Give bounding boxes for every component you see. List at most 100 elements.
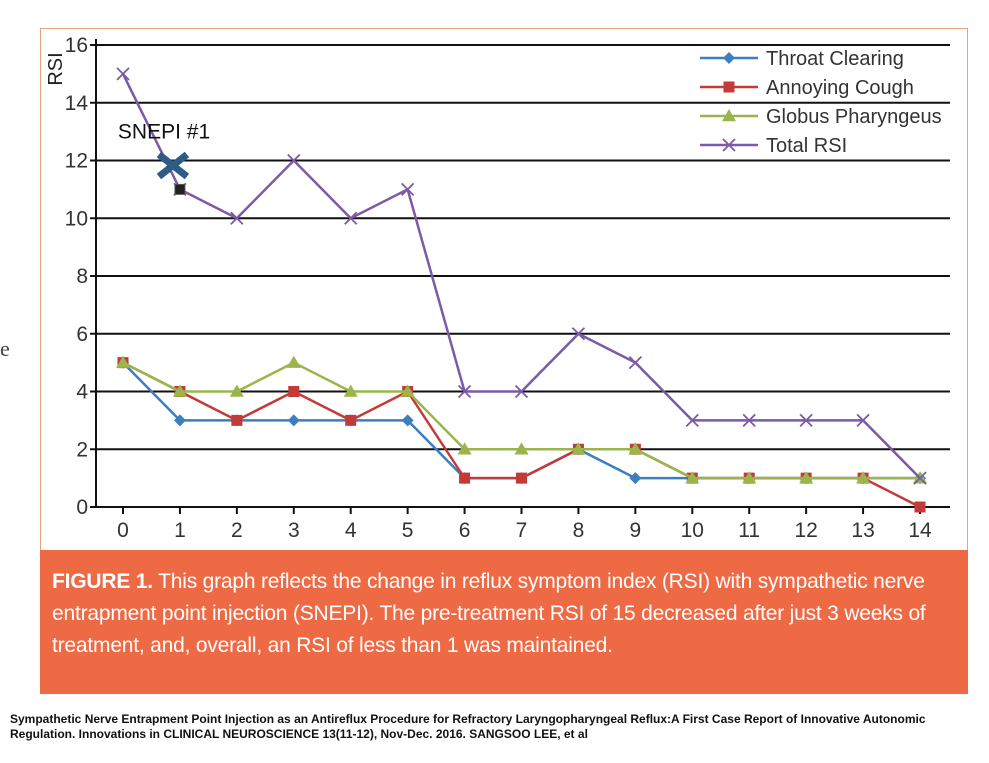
legend-label: Throat Clearing	[766, 48, 904, 70]
legend-label: Annoying Cough	[766, 77, 914, 99]
x-tick-label: 3	[288, 519, 300, 542]
cross-stroke	[156, 151, 190, 180]
x-tick-label: 2	[231, 519, 243, 542]
data-point	[685, 413, 699, 428]
data-point	[856, 471, 871, 484]
injection-cross-icon	[156, 151, 190, 180]
x-tick-label: 8	[573, 519, 585, 542]
data-point	[172, 384, 187, 397]
series-total-rsi	[116, 67, 927, 485]
figure-caption: FIGURE 1. This graph reflects the change…	[40, 550, 968, 694]
x-marker-stroke	[856, 413, 870, 428]
x-tick-label: 6	[459, 519, 471, 542]
data-point	[343, 384, 358, 397]
data-point	[286, 355, 301, 368]
data-point	[514, 442, 529, 455]
annotation-label: SNEPI #1	[118, 121, 210, 144]
legend-label: Total RSI	[766, 135, 847, 157]
data-point	[799, 413, 813, 428]
data-point	[571, 442, 586, 455]
y-tick-label: 14	[65, 92, 89, 115]
x-marker-stroke	[685, 413, 699, 428]
series-annoying-cough	[117, 357, 926, 513]
x-tick-label: 14	[908, 519, 932, 542]
series-globus-pharyngeus	[116, 355, 927, 484]
data-point	[400, 384, 415, 397]
x-tick-label: 11	[738, 519, 760, 542]
data-point	[516, 472, 527, 484]
x-marker-stroke	[742, 413, 756, 428]
y-tick-label: 2	[76, 438, 88, 461]
x-tick-label: 0	[117, 519, 129, 542]
x-tick-label: 4	[345, 519, 357, 542]
data-point	[914, 501, 926, 513]
y-tick-label: 0	[76, 496, 88, 519]
legend: Throat Clearing Annoying Cough Globus Phar…	[700, 48, 942, 157]
data-point	[401, 182, 415, 197]
data-point	[173, 414, 186, 427]
data-point	[628, 355, 642, 370]
legend-marker	[722, 109, 736, 122]
y-tick-label: 4	[76, 381, 88, 404]
series-layer	[116, 67, 927, 513]
x-tick-label: 1	[174, 519, 186, 542]
x-marker-stroke	[457, 384, 472, 399]
x-tick-label: 13	[851, 519, 874, 542]
x-tick-label: 7	[516, 519, 528, 542]
data-point	[514, 384, 529, 399]
x-marker-stroke	[401, 182, 415, 197]
data-point	[457, 442, 472, 455]
x-tick-label: 9	[630, 519, 642, 542]
x-marker-stroke	[514, 384, 529, 399]
data-point	[287, 153, 301, 168]
x-marker-stroke	[722, 138, 736, 152]
x-tick-label: 5	[402, 519, 414, 542]
data-point	[628, 442, 643, 455]
data-point	[629, 472, 642, 485]
y-tick-label: 12	[65, 150, 88, 173]
data-point	[742, 413, 756, 428]
annotation-layer: SNEPI #1	[118, 121, 210, 195]
legend-entry: Annoying Cough	[700, 77, 914, 99]
data-point	[288, 386, 300, 397]
stray-letter: e	[0, 336, 10, 361]
data-point	[116, 67, 130, 81]
data-point	[459, 472, 471, 484]
x-marker-stroke	[230, 211, 244, 225]
x-marker-stroke	[344, 211, 358, 225]
legend-entry: Total RSI	[700, 135, 847, 157]
data-point	[856, 413, 870, 428]
data-point	[457, 384, 472, 399]
caption-text: This graph reflects the change in reflux…	[52, 570, 926, 657]
y-axis-label: RSI	[45, 52, 67, 85]
y-tick-label: 16	[65, 34, 88, 57]
data-point	[287, 414, 300, 427]
y-tick-label: 6	[76, 323, 88, 346]
injection-point-square-icon	[174, 183, 186, 195]
data-point	[116, 355, 130, 368]
data-point	[799, 471, 814, 484]
x-marker-stroke	[628, 355, 642, 370]
x-tick-label: 10	[681, 519, 704, 542]
data-point	[345, 414, 357, 426]
data-point	[685, 471, 700, 484]
data-point	[229, 384, 244, 397]
x-tick-label: 12	[794, 519, 817, 542]
legend-marker	[723, 52, 735, 64]
data-point	[913, 471, 927, 485]
data-point	[742, 471, 757, 484]
legend-marker	[723, 81, 735, 93]
data-point	[571, 327, 586, 341]
x-marker-stroke	[116, 67, 130, 81]
x-marker-stroke	[287, 153, 301, 168]
source-citation: Sympathetic Nerve Entrapment Point Injec…	[10, 712, 926, 741]
x-marker-stroke	[571, 327, 586, 341]
data-point	[344, 211, 358, 225]
legend-marker	[722, 138, 736, 152]
series-line	[122, 361, 921, 509]
data-point	[401, 414, 414, 427]
x-marker-stroke	[913, 471, 927, 485]
data-point	[230, 211, 244, 225]
